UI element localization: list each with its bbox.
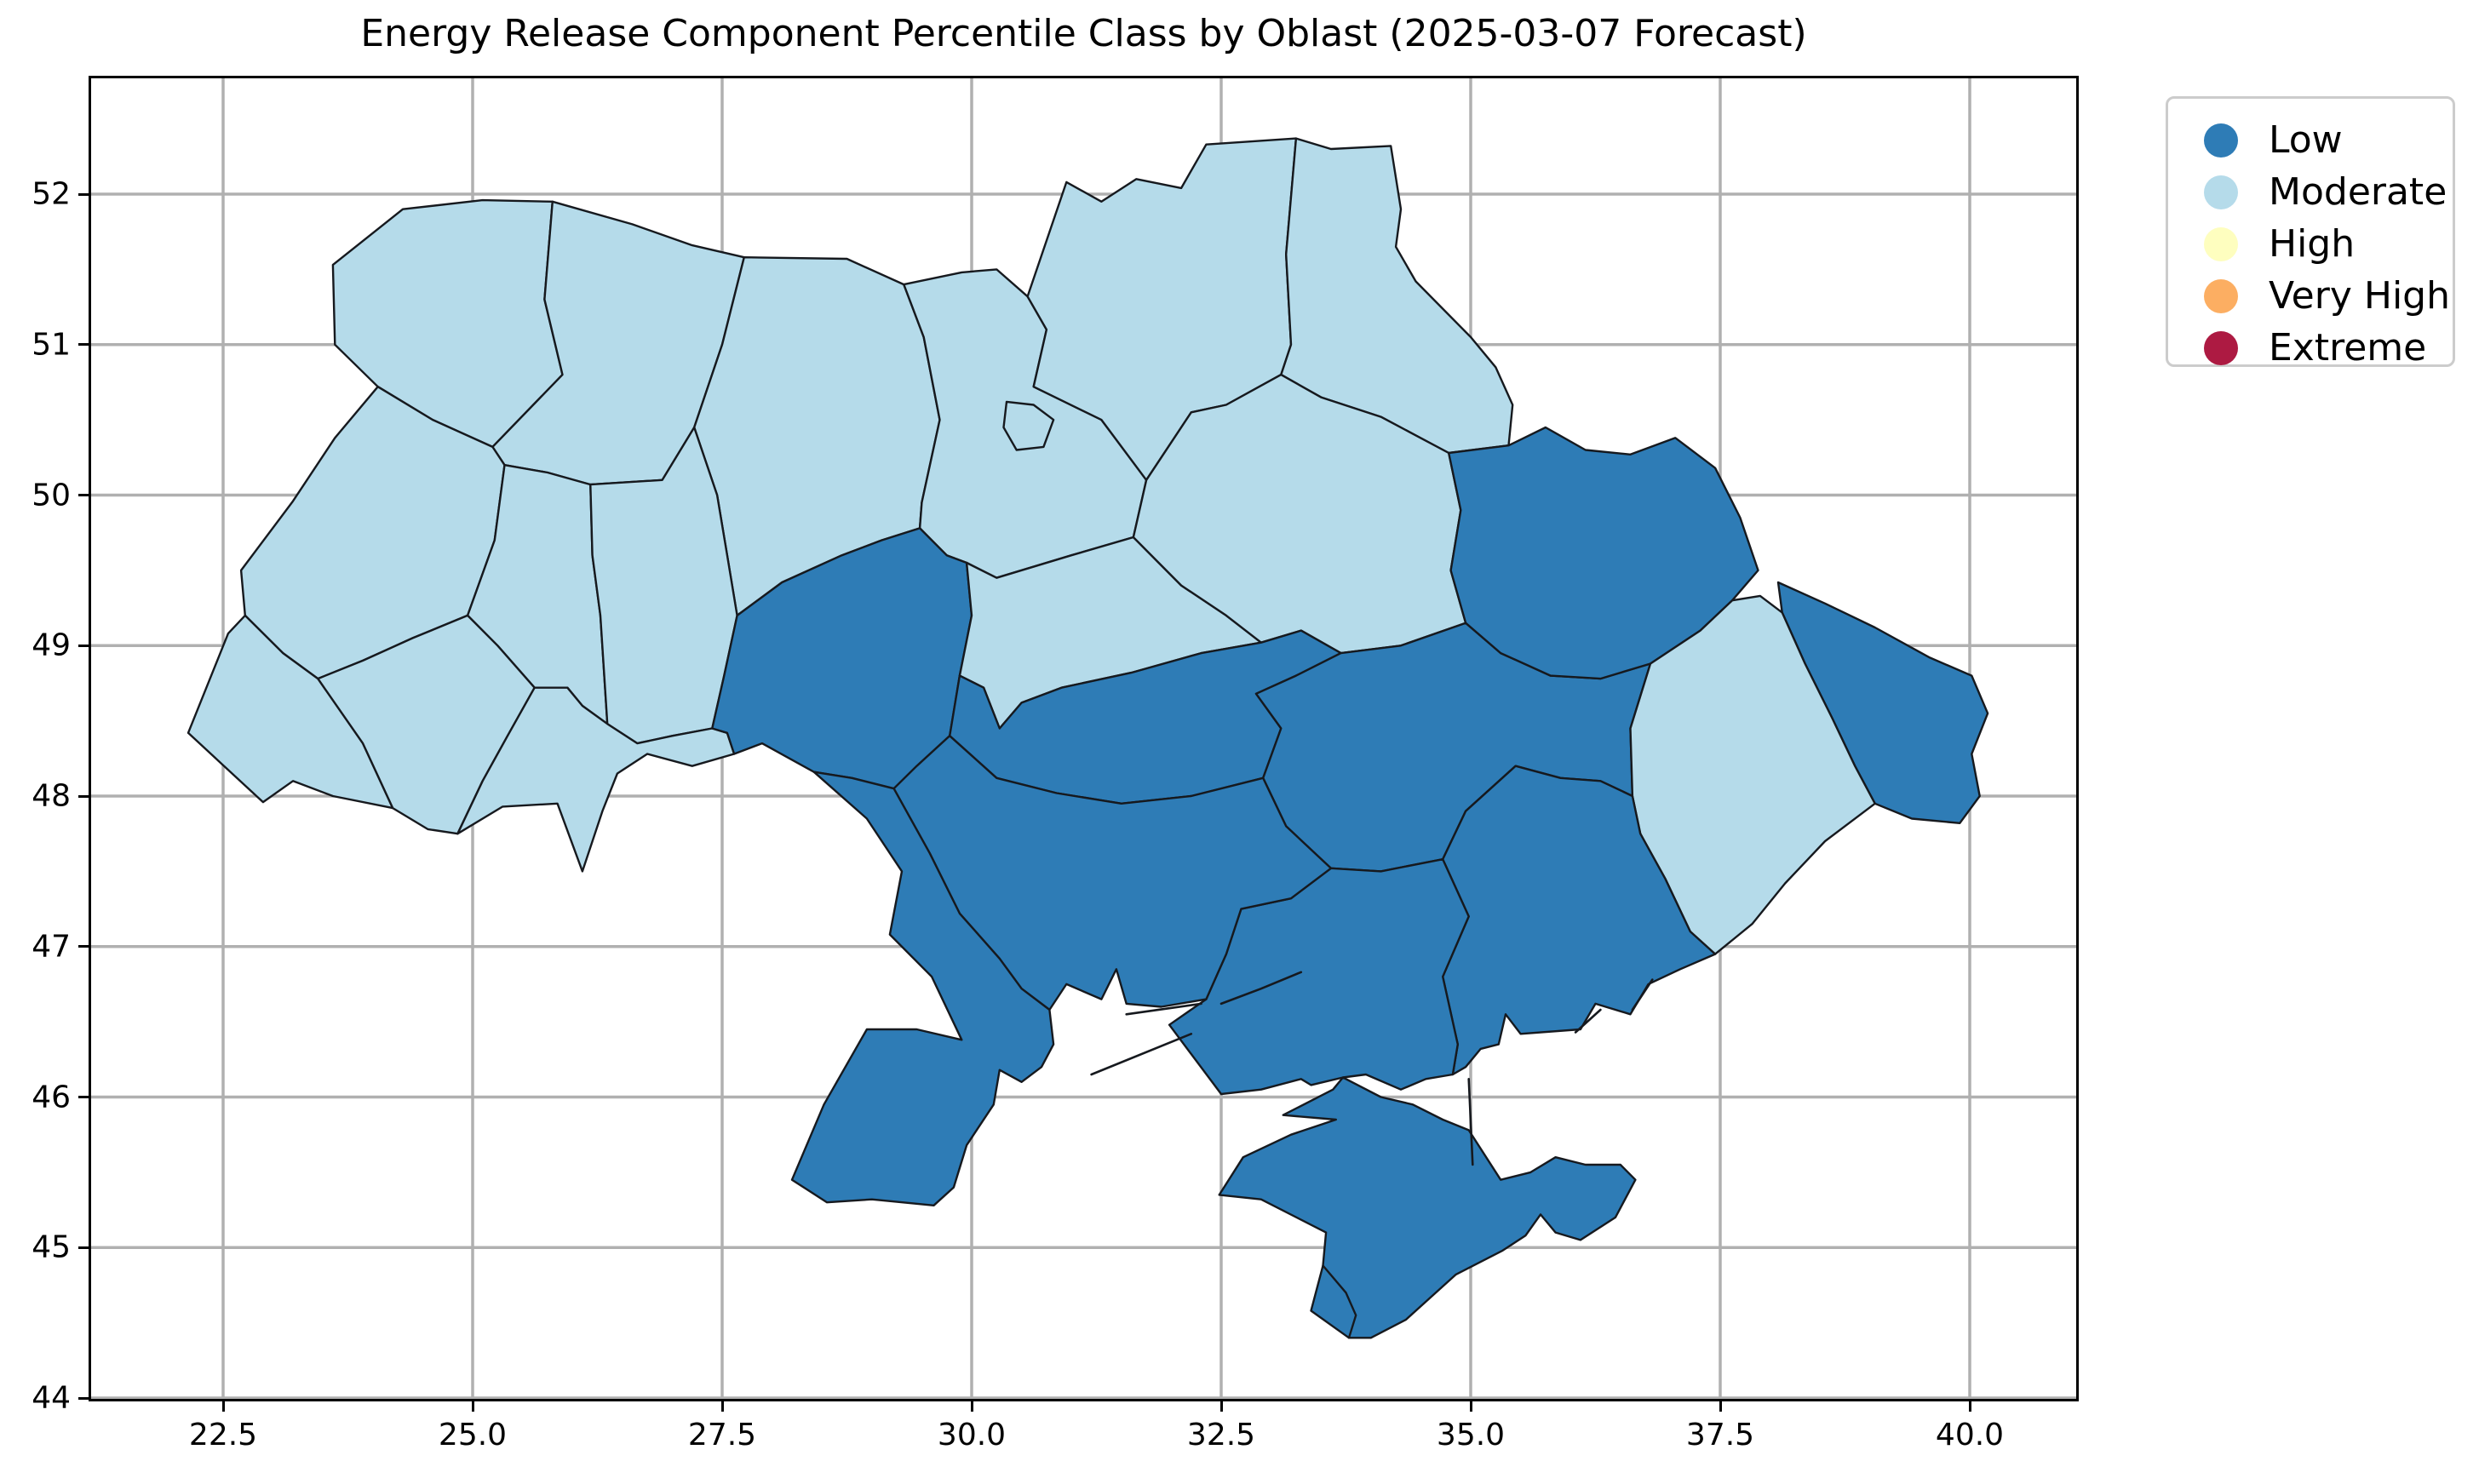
region-donetsk bbox=[1629, 594, 1876, 955]
x-tick-label-22.5: 22.5 bbox=[188, 1418, 258, 1452]
x-tick-label-37.5: 37.5 bbox=[1685, 1418, 1755, 1452]
y-tick-label-51: 51 bbox=[32, 327, 71, 363]
region-kyiv-city bbox=[1002, 400, 1055, 451]
x-tick-mark-37.5 bbox=[1719, 1401, 1722, 1412]
region-odesa bbox=[790, 771, 1055, 1207]
region-sumy bbox=[1280, 137, 1514, 455]
y-tick-mark-52 bbox=[78, 192, 89, 196]
y-tick-mark-50 bbox=[78, 494, 89, 496]
legend-label: Low bbox=[2269, 118, 2343, 162]
legend-marker-icon bbox=[2204, 226, 2238, 261]
arabat-spit bbox=[1467, 1078, 1474, 1166]
dnieper-river bbox=[1219, 971, 1303, 1006]
x-tick-mark-32.5 bbox=[1219, 1401, 1223, 1412]
legend-marker-icon bbox=[2204, 123, 2238, 158]
x-tick-label-32.5: 32.5 bbox=[1186, 1418, 1256, 1452]
x-tick-label-30.0: 30.0 bbox=[937, 1418, 1007, 1452]
y-tick-mark-48 bbox=[78, 794, 89, 798]
y-tick-label-50: 50 bbox=[32, 478, 71, 513]
y-tick-mark-49 bbox=[78, 644, 89, 647]
legend-marker-icon bbox=[2204, 278, 2238, 313]
legend-item-moderate: Moderate bbox=[2168, 166, 2453, 218]
berdiansk-spit bbox=[1631, 978, 1654, 1011]
x-tick-mark-22.5 bbox=[221, 1401, 225, 1412]
legend-marker-icon bbox=[2204, 330, 2238, 365]
legend-item-high: High bbox=[2168, 218, 2453, 270]
legend: Low Moderate High Very High Extreme bbox=[2166, 96, 2455, 370]
legend-item-extreme: Extreme bbox=[2168, 322, 2453, 374]
legend-label: Very High bbox=[2269, 274, 2450, 318]
legend-item-very-high: Very High bbox=[2168, 270, 2453, 322]
x-tick-label-35.0: 35.0 bbox=[1436, 1418, 1506, 1452]
y-tick-label-49: 49 bbox=[32, 627, 71, 663]
x-tick-label-27.5: 27.5 bbox=[687, 1418, 757, 1452]
x-tick-label-40.0: 40.0 bbox=[1935, 1418, 2005, 1452]
obytichna-spit bbox=[1574, 1008, 1602, 1034]
x-tick-mark-30.0 bbox=[970, 1401, 973, 1412]
y-tick-label-44: 44 bbox=[32, 1380, 71, 1416]
y-tick-mark-44 bbox=[78, 1396, 89, 1400]
legend-marker-icon bbox=[2204, 175, 2238, 209]
tendra-spit bbox=[1090, 1033, 1193, 1076]
kinburn-spit bbox=[1125, 1002, 1202, 1016]
y-tick-mark-51 bbox=[78, 343, 89, 347]
legend-item-low: Low bbox=[2168, 114, 2453, 166]
y-tick-mark-47 bbox=[78, 945, 89, 948]
x-tick-label-25.0: 25.0 bbox=[438, 1418, 508, 1452]
y-tick-label-47: 47 bbox=[32, 929, 71, 965]
x-tick-mark-40.0 bbox=[1968, 1401, 1971, 1412]
chart-title: Energy Release Component Percentile Clas… bbox=[360, 12, 1807, 55]
y-tick-label-45: 45 bbox=[32, 1229, 71, 1265]
x-tick-mark-35.0 bbox=[1469, 1401, 1472, 1412]
x-tick-mark-27.5 bbox=[720, 1401, 724, 1412]
x-tick-mark-25.0 bbox=[471, 1401, 474, 1412]
plot-area bbox=[89, 76, 2079, 1401]
legend-label: Extreme bbox=[2269, 326, 2427, 370]
y-tick-label-46: 46 bbox=[32, 1080, 71, 1114]
ukraine-choropleth-map bbox=[91, 78, 2076, 1399]
legend-label: Moderate bbox=[2269, 170, 2447, 214]
y-tick-label-48: 48 bbox=[32, 778, 71, 814]
y-tick-mark-46 bbox=[78, 1096, 89, 1098]
region-sevastopol bbox=[1310, 1264, 1357, 1339]
y-tick-label-52: 52 bbox=[32, 176, 71, 212]
y-tick-mark-45 bbox=[78, 1246, 89, 1249]
region-crimea bbox=[1218, 1076, 1637, 1339]
legend-label: High bbox=[2269, 222, 2356, 266]
